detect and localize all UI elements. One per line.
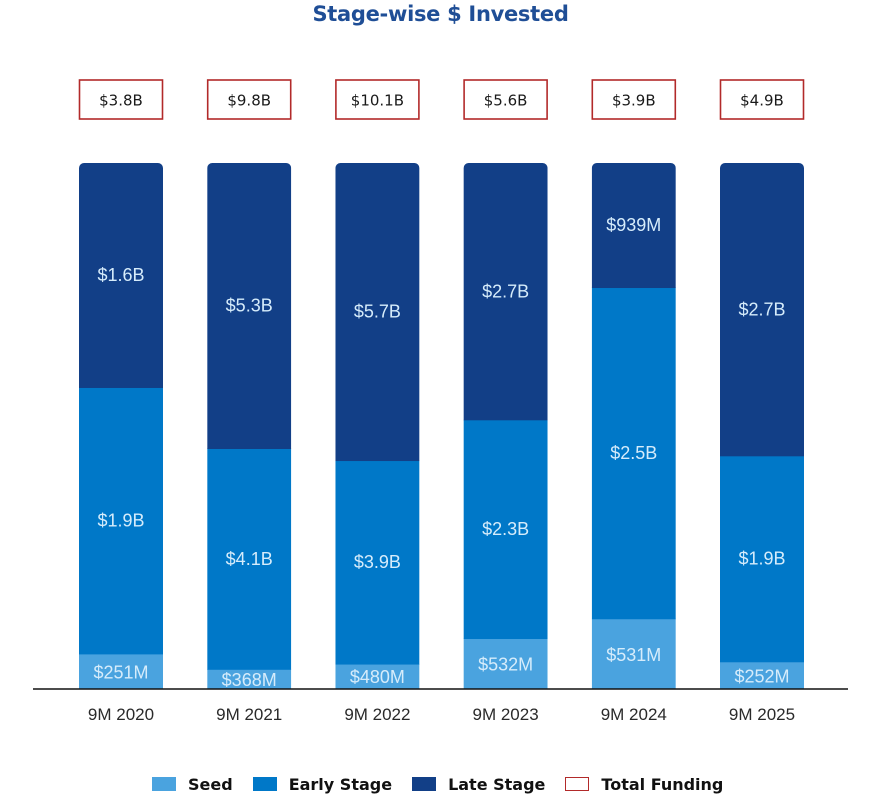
bar-segment-early-stage-9m-2024 [591,287,676,620]
data-label-seed-9m-2022: $480M [350,667,405,687]
bar-9m-2024 [591,163,676,689]
data-label-early-stage-9m-2022: $3.9B [354,552,401,572]
legend: Seed Early Stage Late Stage Total Fundin… [152,772,743,796]
total-funding-label-9m-2025: $4.9B [740,92,784,110]
total-funding-label-9m-2022: $10.1B [351,92,404,110]
total-funding-box-outline [591,79,677,120]
x-tick-label-9m-2023: 9M 2023 [473,705,539,724]
bar-9m-2022 [335,163,420,689]
total-funding-label-9m-2024: $3.9B [612,92,656,110]
legend-swatch-early-stage [252,777,277,791]
total-funding-box-9m-2021: $9.8B [206,79,292,120]
data-label-early-stage-9m-2021: $4.1B [226,549,273,569]
total-funding-box-outline [719,79,805,120]
data-label-late-stage-9m-2021: $5.3B [226,296,273,316]
legend-item-late-stage: Late Stage [412,775,545,794]
chart-title: Stage-wise $ Invested [312,2,569,26]
bar-segment-late-stage-9m-2025 [720,163,804,457]
data-label-early-stage-9m-2020: $1.9B [97,511,144,531]
bar-segment-seed-9m-2023 [463,638,548,689]
legend-item-total-funding: Total Funding [565,775,723,794]
legend-swatch-late-stage [412,777,437,791]
legend-label-early-stage: Early Stage [288,774,393,794]
data-label-seed-9m-2025: $252M [734,666,789,686]
x-tick-label-9m-2025: 9M 2025 [729,705,795,724]
bar-segment-seed-9m-2022 [335,663,420,689]
data-label-late-stage-9m-2025: $2.7B [738,299,785,319]
data-label-late-stage-9m-2022: $5.7B [354,302,401,322]
data-label-late-stage-9m-2023: $2.7B [482,281,529,301]
total-funding-box-9m-2025: $4.9B [719,79,805,120]
bar-9m-2021 [207,163,292,689]
bar-segment-early-stage-9m-2022 [335,460,420,665]
bars [79,163,804,689]
data-label-late-stage-9m-2024: $939M [606,215,661,235]
data-label-early-stage-9m-2023: $2.3B [482,519,529,539]
legend-swatch-total-funding [565,777,590,791]
legend-label-total-funding: Total Funding [601,774,724,794]
total-funding-box-9m-2023: $5.6B [463,79,548,120]
data-label-seed-9m-2024: $531M [606,645,661,665]
total-funding-box-outline [463,79,548,120]
bar-segment-seed-9m-2025 [720,661,804,689]
bar-segment-early-stage-9m-2020 [79,387,163,655]
total-funding-box-9m-2022: $10.1B [335,79,420,120]
legend-label-late-stage: Late Stage [448,774,546,794]
x-tick-label-9m-2022: 9M 2022 [344,705,410,724]
x-tick-label-9m-2020: 9M 2020 [88,705,154,724]
bar-segment-seed-9m-2020 [79,653,163,689]
bar-9m-2025 [720,163,804,689]
bar-segment-seed-9m-2021 [207,669,292,689]
bar-segment-late-stage-9m-2024 [591,163,676,289]
bar-segment-early-stage-9m-2025 [720,455,804,663]
total-funding-box-outline [335,79,420,120]
data-label-seed-9m-2021: $368M [222,670,277,690]
bar-segment-late-stage-9m-2022 [335,163,420,462]
bar-segment-late-stage-9m-2021 [207,163,292,450]
data-label-late-stage-9m-2020: $1.6B [97,265,144,285]
segment-labels: $251M $1.9B $1.6B $368M $4.1B $5.3B $480M $3.9B… [93,215,789,690]
x-tick-labels: 9M 2020 9M 2021 9M 2022 9M 2023 9M 2024 9M 20… [88,705,795,724]
x-tick-label-9m-2021: 9M 2021 [216,705,282,724]
bar-9m-2020 [79,163,163,689]
total-funding-box-outline [78,79,164,120]
legend-swatch-seed [152,777,176,791]
bar-segment-early-stage-9m-2021 [207,448,292,670]
legend-item-early-stage: Early Stage [252,774,393,794]
bar-segment-late-stage-9m-2023 [463,163,548,421]
x-tick-label-9m-2024: 9M 2024 [601,705,667,724]
data-label-early-stage-9m-2025: $1.9B [738,549,785,569]
total-funding-boxes: $3.8B $9.8B $10.1B $5.6B $3.9B $4.9B [78,79,805,120]
total-funding-label-9m-2020: $3.8B [99,92,143,110]
bar-segment-seed-9m-2024 [591,618,676,689]
bar-segment-early-stage-9m-2023 [463,419,548,640]
legend-item-seed: Seed [152,775,233,794]
total-funding-label-9m-2021: $9.8B [227,92,271,110]
data-label-seed-9m-2020: $251M [93,662,148,682]
bar-segment-late-stage-9m-2020 [79,163,163,388]
data-label-seed-9m-2023: $532M [478,655,533,675]
bar-9m-2023 [463,163,548,689]
total-funding-box-outline [206,79,292,120]
total-funding-label-9m-2023: $5.6B [484,92,528,110]
total-funding-box-9m-2020: $3.8B [78,79,164,120]
data-label-early-stage-9m-2024: $2.5B [610,443,657,463]
total-funding-box-9m-2024: $3.9B [591,79,677,120]
legend-label-seed: Seed [188,774,233,794]
